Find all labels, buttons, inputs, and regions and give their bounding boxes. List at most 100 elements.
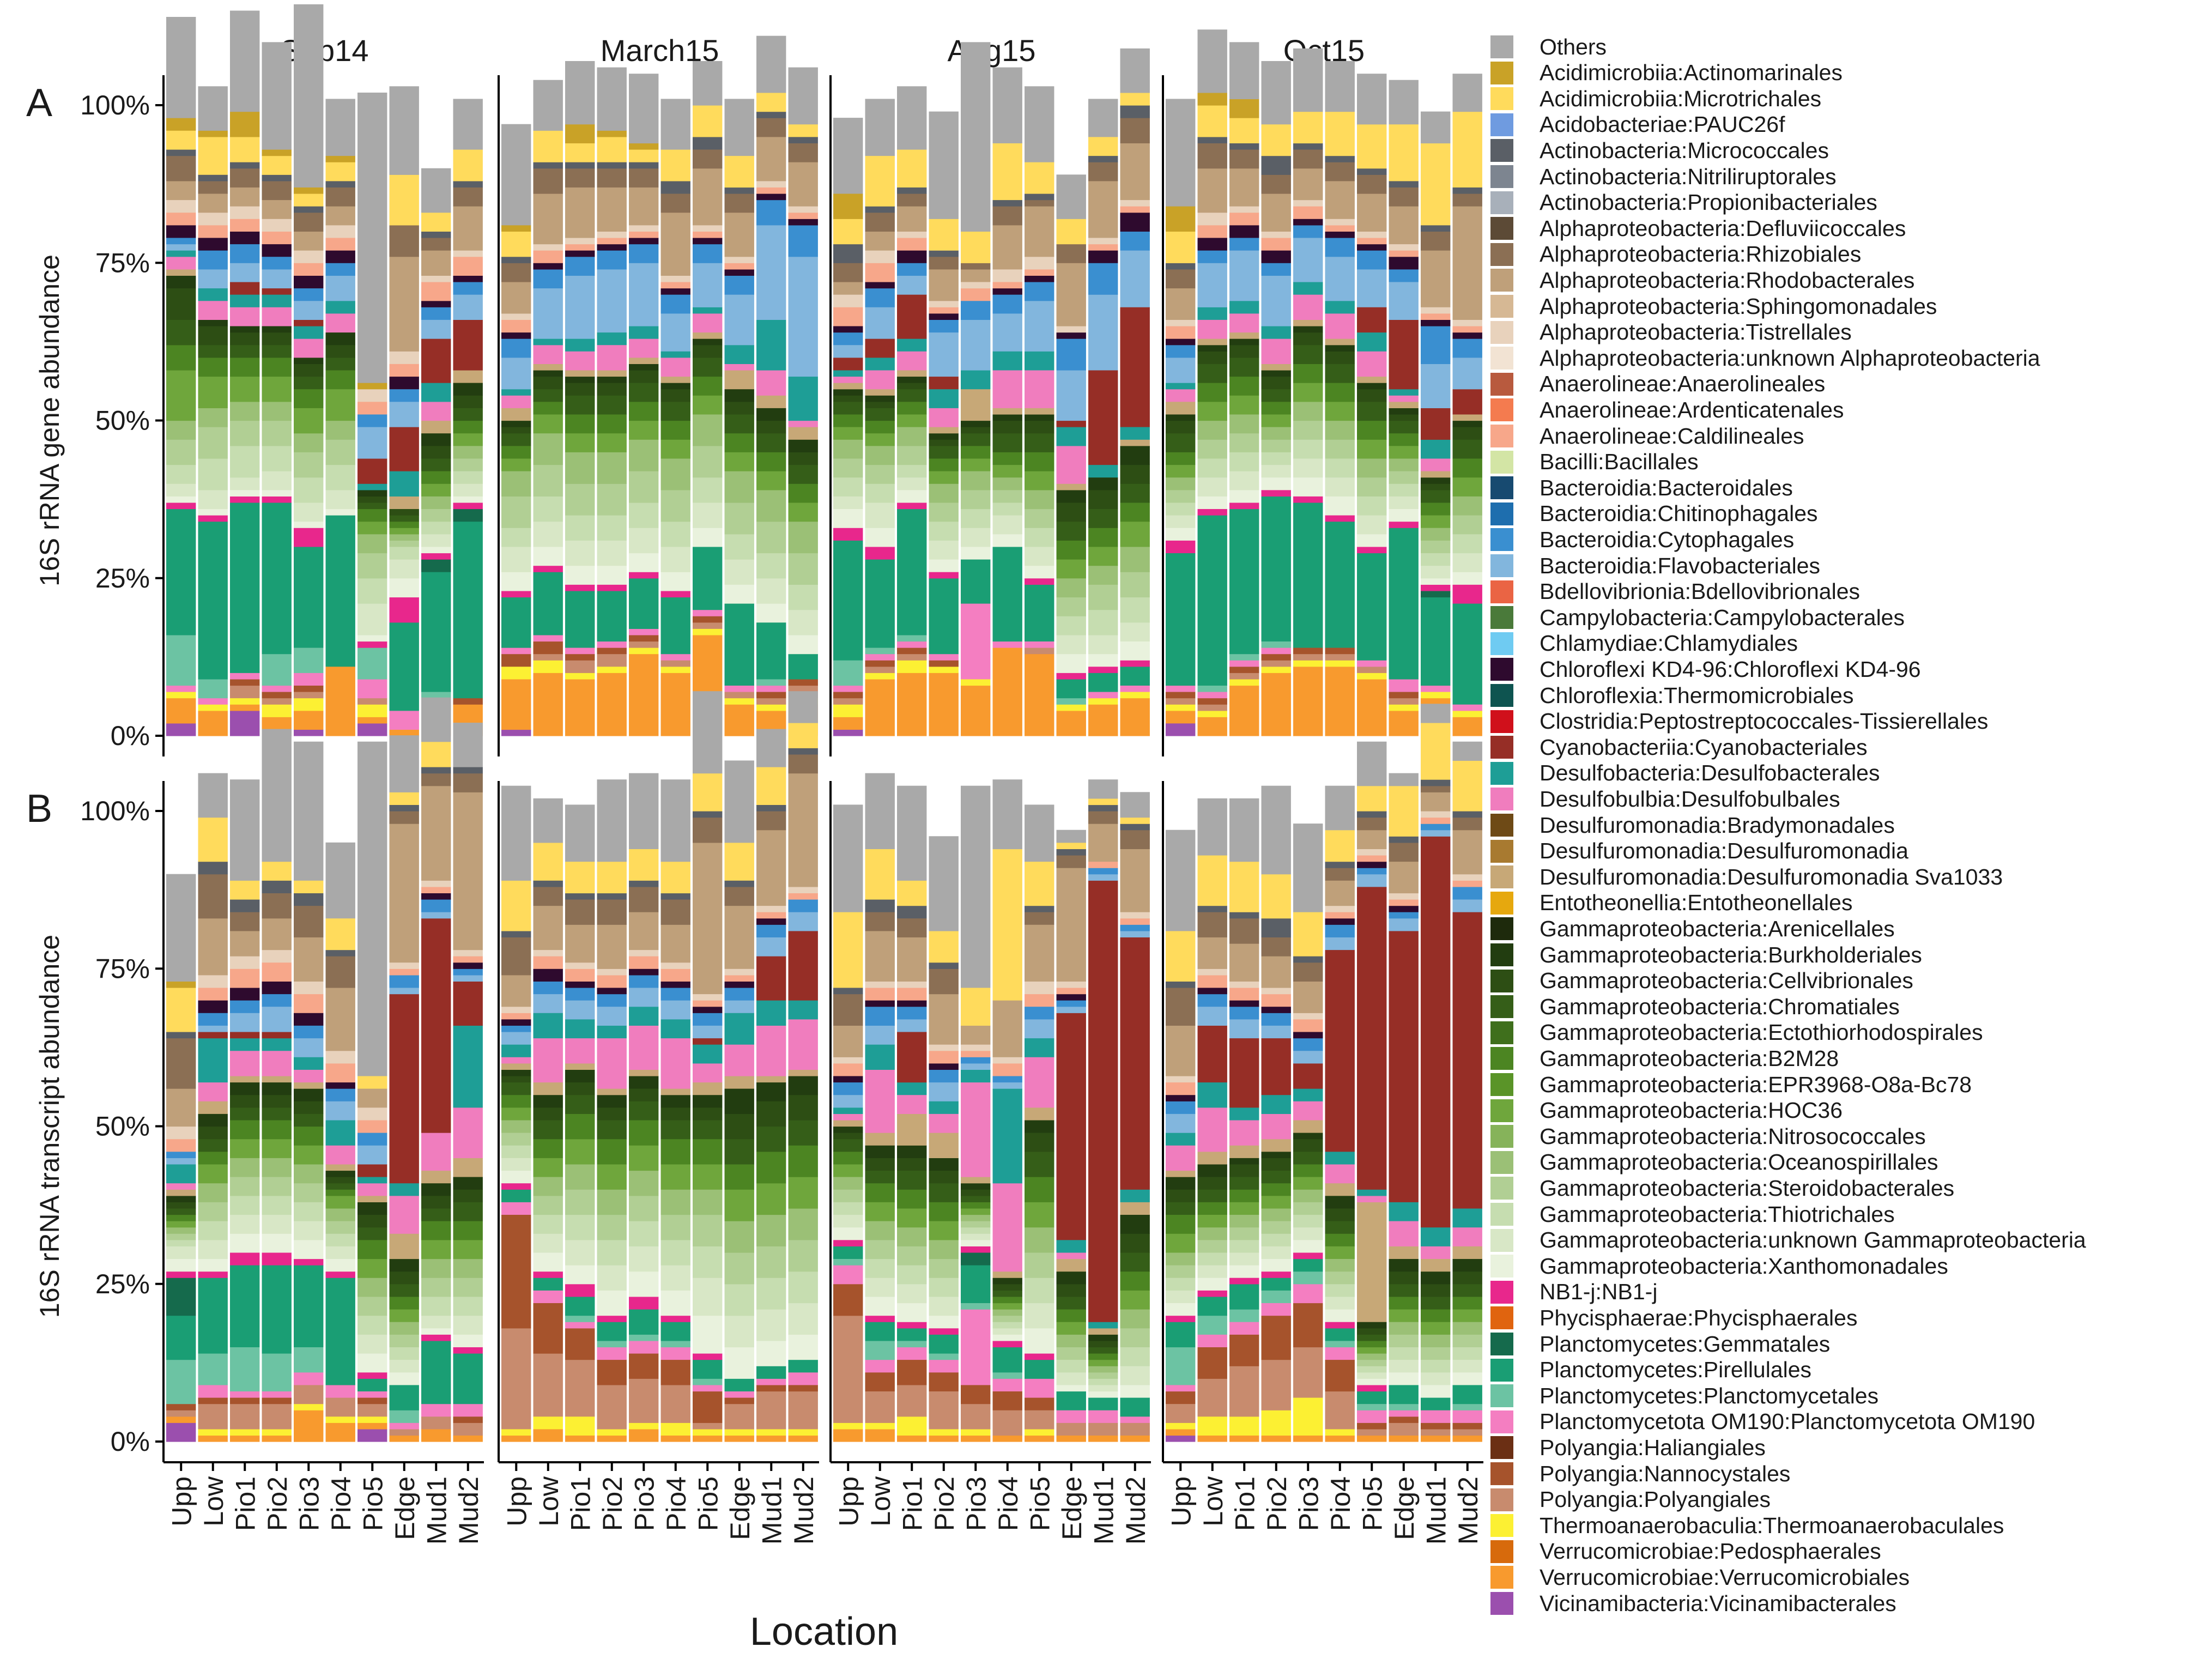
bar-segment	[1197, 1334, 1227, 1347]
legend-item: Anaerolineae:Ardenticatenales	[1490, 397, 1844, 423]
bar-segment	[1025, 1328, 1055, 1354]
bar-segment	[421, 250, 451, 276]
bar-segment	[992, 452, 1022, 465]
bar-segment	[262, 149, 292, 156]
bar-segment	[833, 282, 863, 295]
bar-segment	[389, 1296, 419, 1310]
bar-segment	[788, 219, 818, 226]
bar-segment	[1421, 143, 1451, 226]
legend-item: Entotheonellia:Entotheonellales	[1490, 890, 1852, 916]
bar-segment	[693, 628, 723, 635]
bar-segment	[929, 445, 959, 459]
bar-segment	[198, 319, 228, 326]
bar-segment	[565, 61, 595, 125]
bar-segment	[788, 212, 818, 219]
bar-b-oct15-pio3	[1293, 824, 1323, 1442]
bar-segment	[865, 1044, 895, 1070]
bar-segment	[961, 300, 991, 320]
bar-segment	[453, 1416, 483, 1423]
bar-segment	[1293, 1435, 1323, 1442]
legend-swatch	[1490, 1099, 1513, 1122]
bar-segment	[1452, 553, 1482, 572]
bar-segment	[1325, 1164, 1355, 1184]
bar-segment	[929, 1170, 959, 1184]
bar-segment	[1357, 679, 1387, 736]
bar-segment	[756, 1378, 786, 1385]
legend-swatch	[1490, 580, 1513, 603]
bar-segment	[565, 1328, 595, 1360]
bar-segment	[629, 162, 659, 169]
bar-segment	[1325, 477, 1355, 497]
bar-segment	[597, 344, 627, 371]
bar-segment	[1261, 439, 1291, 452]
legend-item: Phycisphaerae:Phycisphaerales	[1490, 1305, 1857, 1331]
bar-segment	[1025, 1151, 1055, 1177]
bar-segment	[389, 1347, 419, 1360]
bar-segment	[262, 1435, 292, 1442]
bar-b-sep14-upp	[166, 874, 196, 1442]
bar-segment	[501, 930, 531, 937]
bar-segment	[788, 1075, 818, 1095]
bar-segment	[865, 502, 895, 528]
bar-segment	[421, 1239, 451, 1260]
bar-segment	[389, 364, 419, 377]
bar-segment	[230, 111, 260, 137]
bar-segment	[992, 414, 1022, 421]
bar-segment	[421, 338, 451, 383]
bar-segment	[1120, 212, 1150, 232]
bar-segment	[1197, 1435, 1227, 1442]
bar-segment	[421, 773, 451, 786]
bar-segment	[597, 231, 627, 238]
bar-a-march15-mud2	[788, 67, 818, 736]
bar-segment	[1025, 452, 1055, 471]
bar-segment	[262, 1032, 292, 1039]
bar-segment	[198, 225, 228, 238]
bar-segment	[1197, 912, 1227, 937]
bar-segment	[1197, 692, 1227, 699]
bar-segment	[389, 174, 419, 226]
bar-segment	[1421, 1309, 1451, 1322]
bar-segment	[166, 1088, 196, 1127]
bar-segment	[1120, 1347, 1150, 1366]
bar-segment	[1261, 918, 1291, 937]
bar-segment	[597, 540, 627, 566]
legend-swatch	[1490, 891, 1513, 915]
bar-a-sep14-pio4	[325, 99, 355, 736]
bar-segment	[961, 1221, 991, 1228]
bar-segment	[897, 1170, 927, 1190]
bar-segment	[262, 1195, 292, 1215]
bar-segment	[357, 1315, 387, 1335]
bar-segment	[597, 383, 627, 396]
bar-segment	[1452, 1334, 1482, 1347]
bar-segment	[1261, 1246, 1291, 1259]
bar-segment	[1056, 370, 1086, 421]
bar-segment	[1452, 111, 1482, 187]
bar-segment	[230, 477, 260, 491]
legend-label: Alphaproteobacteria:unknown Alphaproteob…	[1540, 345, 2040, 371]
bar-segment	[597, 515, 627, 541]
bar-segment	[660, 389, 690, 402]
bar-segment	[453, 383, 483, 396]
bar-segment	[992, 546, 1022, 642]
bar-segment	[1088, 666, 1118, 673]
bar-segment	[833, 414, 863, 427]
bar-segment	[597, 673, 627, 736]
bar-segment	[1389, 80, 1419, 125]
bar-segment	[897, 1347, 927, 1360]
bar-segment	[230, 1177, 260, 1196]
bar-segment	[565, 893, 595, 900]
legend-swatch	[1490, 372, 1513, 396]
bar-segment	[1166, 206, 1196, 232]
bar-segment	[453, 187, 483, 207]
bar-a-oct15-edge	[1389, 80, 1419, 736]
bar-segment	[1166, 1403, 1196, 1423]
bar-segment	[961, 508, 991, 528]
bar-segment	[929, 930, 959, 963]
bar-segment	[1293, 332, 1323, 346]
bar-segment	[294, 1164, 324, 1184]
bar-segment	[1293, 326, 1323, 333]
bar-segment	[325, 1277, 355, 1385]
bar-segment	[1229, 918, 1259, 944]
legend-swatch	[1490, 1358, 1513, 1382]
bar-a-aug15-edge	[1056, 174, 1086, 736]
